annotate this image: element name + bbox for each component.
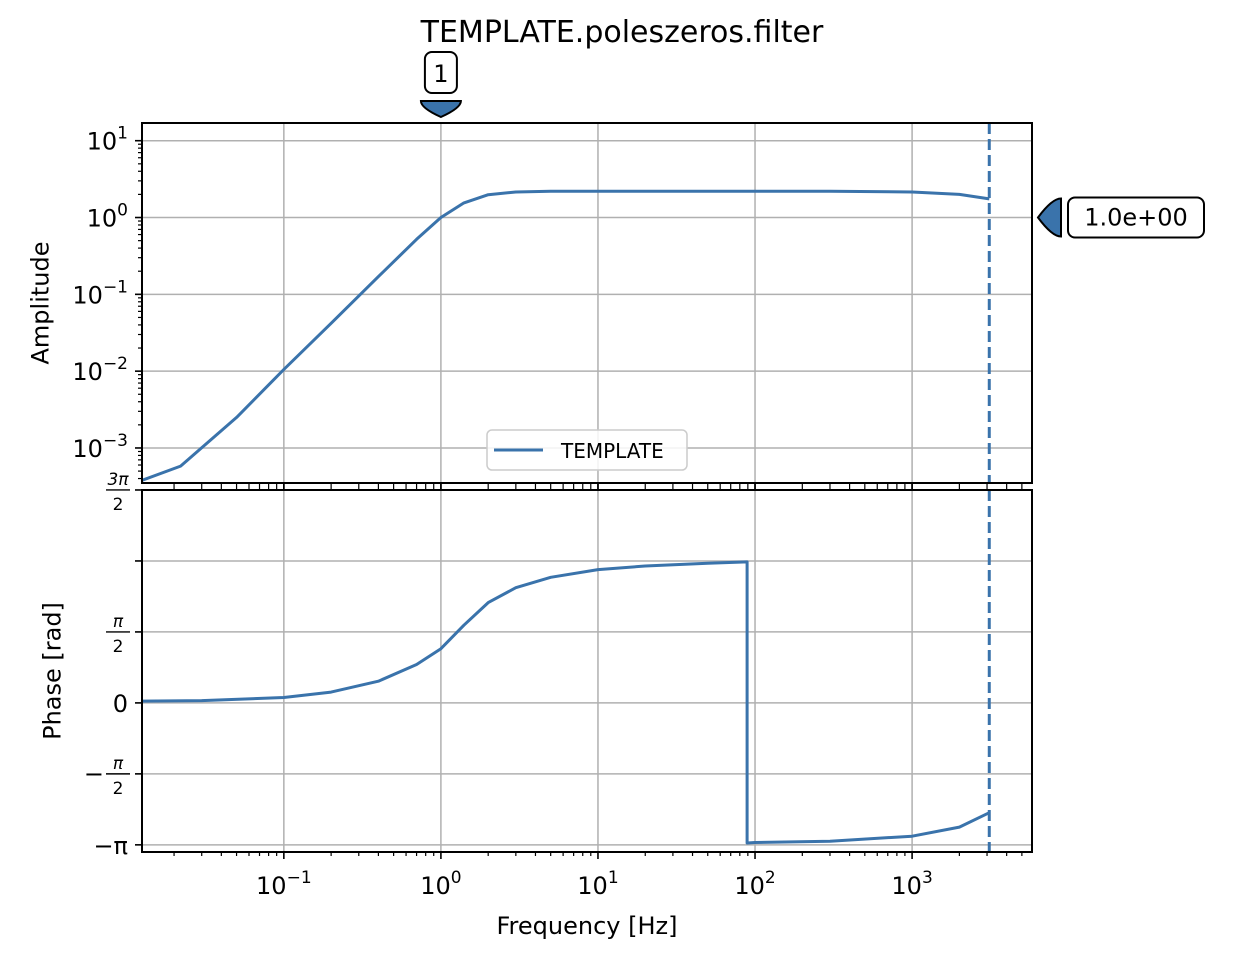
fraction-denominator: 2 xyxy=(113,495,124,515)
frequency-marker xyxy=(419,100,462,119)
fraction-sign: − xyxy=(84,760,104,788)
legend-label: TEMPLATE xyxy=(560,439,664,463)
phase-x-tick-label: 10−1 xyxy=(256,868,312,900)
frequency-marker-label: 1 xyxy=(433,60,448,88)
amplitude-y-tick-label: 101 xyxy=(87,124,128,156)
phase-y-tick-label: π/2π2 xyxy=(106,612,130,657)
frequency-axis-label: Frequency [Hz] xyxy=(497,912,678,940)
amplitude-marker-label-box xyxy=(1067,196,1205,239)
amplitude-axis-label: Amplitude xyxy=(26,242,54,365)
frequency-marker-label-box xyxy=(423,51,458,94)
phase-axis-label: Phase [rad] xyxy=(38,602,66,740)
legend: TEMPLATE xyxy=(486,429,688,471)
amplitude-ticks: 10−3 10−2 10−1 100 101 xyxy=(72,124,1023,490)
fraction-numerator: π xyxy=(113,754,124,774)
amplitude-axes-frame xyxy=(141,122,1033,484)
phase-x-tick-label: 101 xyxy=(577,868,618,900)
phase-plot-area xyxy=(142,490,991,852)
amplitude-marker-label: 1.0e+00 xyxy=(1084,204,1188,232)
phase-x-tick-label: 100 xyxy=(420,868,461,900)
amplitude-markers: 1 1.0e+00 xyxy=(419,51,1205,239)
amplitude-y-tick-label: 10−1 xyxy=(72,277,128,309)
amplitude-marker xyxy=(1036,197,1062,238)
fraction-denominator: 2 xyxy=(113,779,124,799)
figure-title: TEMPLATE.poleszeros.filter xyxy=(420,15,824,50)
fraction-numerator: π xyxy=(113,612,124,632)
phase-y-tick-label: −π/2π2− xyxy=(84,754,130,799)
phase-grid xyxy=(142,490,1032,852)
amplitude-y-tick-label: 100 xyxy=(87,201,128,233)
fraction-numerator: 3π xyxy=(107,470,129,490)
phase-x-tick-label: 103 xyxy=(891,868,932,900)
phase-series-line xyxy=(142,560,990,845)
amplitude-y-tick-label: 10−3 xyxy=(72,431,128,463)
amplitude-y-tick-label: 10−2 xyxy=(72,354,128,386)
phase-y-tick-label: 0 xyxy=(113,690,128,718)
phase-x-tick-label: 102 xyxy=(734,868,775,900)
phase-y-tick-label: −π xyxy=(93,832,128,860)
amplitude-series-line xyxy=(142,189,990,482)
amplitude-grid xyxy=(142,123,1032,483)
amplitude-plot-area xyxy=(142,123,991,483)
fraction-denominator: 2 xyxy=(113,637,124,657)
legend-box xyxy=(486,429,688,471)
phase-axes-frame xyxy=(141,489,1033,853)
